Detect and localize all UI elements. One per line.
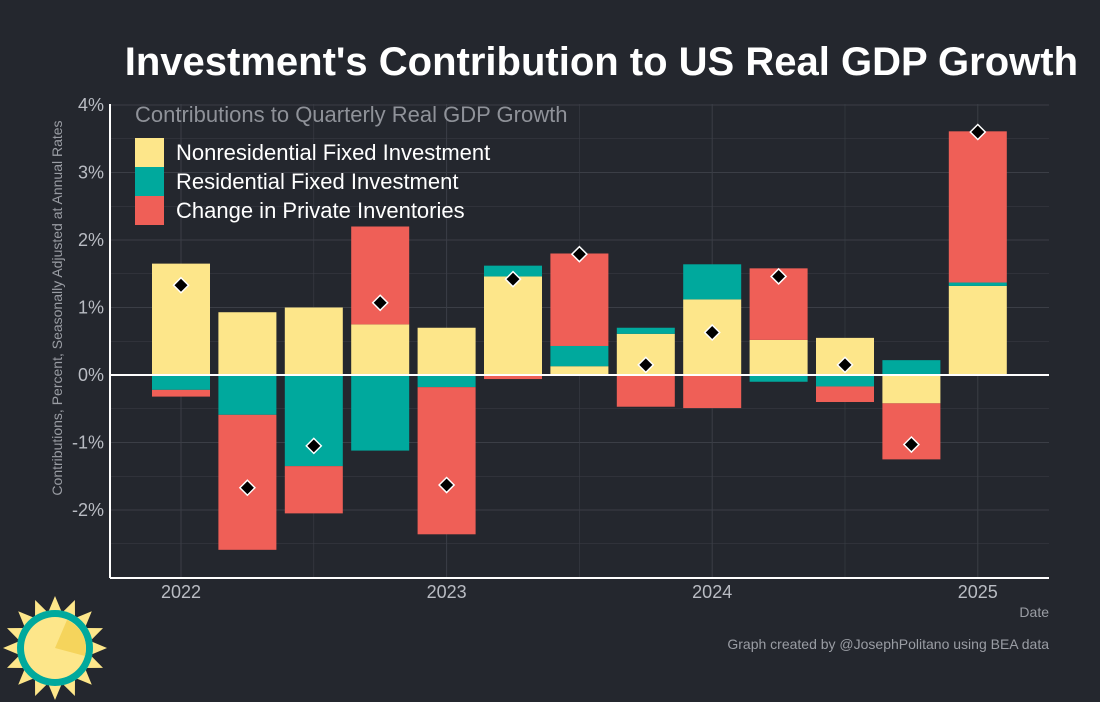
bar-segment-nonresidential (948, 285, 1007, 375)
bar-segment-residential (152, 375, 210, 390)
x-axis-label: Date (1019, 604, 1049, 620)
x-tick-label: 2023 (427, 582, 467, 602)
total-marker (836, 356, 854, 374)
bar-segment-residential (218, 375, 277, 415)
bar-segment-nonresidential (749, 339, 808, 375)
total-marker (172, 276, 190, 294)
credit-text: Graph created by @JosephPolitano using B… (727, 636, 1049, 652)
bar-segment-nonresidential (284, 307, 343, 375)
x-tick-label: 2022 (161, 582, 201, 602)
y-tick-label: 0% (78, 365, 104, 385)
total-marker (238, 479, 256, 497)
y-tick-label: -2% (72, 500, 104, 520)
y-tick-label: 2% (78, 230, 104, 250)
bar-segment-inventories (550, 253, 609, 346)
legend-label: Nonresidential Fixed Investment (176, 140, 490, 165)
bar-segment-inventories (417, 387, 476, 535)
bar-segment-residential (616, 327, 675, 334)
total-marker (902, 435, 920, 454)
total-marker (637, 356, 655, 374)
bar-segment-residential (816, 375, 874, 387)
bar-segment-residential (882, 360, 941, 375)
bar-segment-residential (948, 282, 1007, 286)
y-tick-label: 4% (78, 95, 104, 115)
bar-segment-inventories (484, 375, 542, 380)
bar-segment-inventories (152, 389, 210, 397)
total-marker (371, 294, 389, 312)
total-marker (305, 437, 323, 455)
total-marker (504, 270, 522, 288)
legend-swatch (135, 167, 164, 196)
bar-segment-nonresidential (417, 327, 476, 375)
y-axis-label: Contributions, Percent, Seasonally Adjus… (49, 120, 65, 495)
y-tick-label: 3% (78, 163, 104, 183)
bar-segment-inventories (616, 375, 675, 407)
bar-segment-nonresidential (351, 324, 410, 375)
chart-title: Investment's Contribution to US Real GDP… (124, 40, 1078, 84)
legend-title: Contributions to Quarterly Real GDP Grow… (135, 102, 567, 127)
bars-layer (152, 131, 1007, 550)
y-tick-label: 1% (78, 298, 104, 318)
legend-label: Residential Fixed Investment (176, 169, 458, 194)
bar-segment-nonresidential (484, 276, 542, 375)
bar-segment-residential (683, 264, 742, 300)
bar-segment-inventories (284, 466, 343, 514)
bar-segment-nonresidential (550, 366, 609, 375)
bar-segment-residential (351, 375, 410, 451)
total-marker (438, 476, 456, 494)
bar-segment-residential (550, 345, 609, 367)
legend-swatch (135, 138, 164, 167)
axes-layer: -2% -1% 0% 1% 2% 3% 4% 2022 2023 2024 2025 (72, 95, 1049, 602)
sun-logo-icon (3, 596, 107, 700)
bar-segment-inventories (816, 386, 874, 402)
legend-swatch (135, 196, 164, 225)
total-markers-layer (172, 123, 987, 497)
bar-segment-residential (749, 375, 808, 382)
y-tick-label: -1% (72, 433, 104, 453)
bar-segment-nonresidential (218, 312, 277, 375)
legend-label: Change in Private Inventories (176, 198, 465, 223)
total-marker (570, 245, 588, 263)
x-tick-label: 2024 (692, 582, 732, 602)
bar-segment-nonresidential (882, 375, 941, 404)
bar-segment-inventories (948, 131, 1007, 283)
bar-segment-inventories (683, 375, 742, 409)
total-marker (969, 123, 987, 141)
x-tick-label: 2025 (958, 582, 998, 602)
total-marker (770, 267, 788, 286)
bar-segment-residential (417, 375, 476, 388)
legend: Contributions to Quarterly Real GDP Grow… (135, 102, 567, 225)
total-marker (703, 323, 721, 342)
